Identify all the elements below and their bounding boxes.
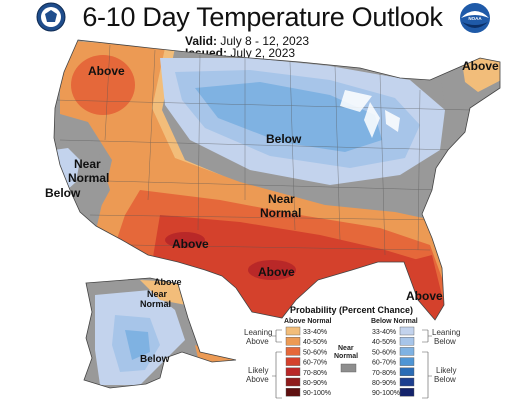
above-70-core bbox=[248, 260, 296, 280]
noaa-logo-icon: NOAA bbox=[460, 3, 490, 33]
legend-likely-below-1: Likely bbox=[436, 366, 456, 375]
legend-below-range-4: 70-80% bbox=[372, 370, 396, 377]
noaa-logo-text: NOAA bbox=[468, 16, 482, 21]
map-title: 6-10 Day Temperature Outlook bbox=[82, 2, 443, 32]
legend-below-range-2: 50-60% bbox=[372, 349, 396, 356]
legend-near-swatch bbox=[340, 363, 357, 373]
label-above-northeast: Above bbox=[462, 59, 499, 73]
label-near-central-1: Near bbox=[268, 192, 295, 206]
great-lakes-michigan bbox=[364, 102, 380, 138]
legend-above-swatch-0 bbox=[285, 326, 301, 336]
legend-above-swatch-3 bbox=[285, 357, 301, 366]
label-alaska-near-2: Normal bbox=[140, 299, 171, 309]
legend-near-header-2: Normal bbox=[334, 353, 358, 360]
legend-below-range-1: 40-50% bbox=[372, 339, 396, 346]
legend-above-range-3: 60-70% bbox=[303, 360, 327, 367]
legend-above-header: Above Normal bbox=[284, 318, 332, 325]
label-alaska-below: Below bbox=[140, 354, 170, 365]
legend-below-header: Below Normal bbox=[371, 318, 418, 325]
legend-near-header-1: Near bbox=[338, 345, 354, 352]
label-above-florida: Above bbox=[406, 289, 443, 303]
label-below-north: Below bbox=[266, 132, 302, 146]
legend-below-swatch-2 bbox=[399, 347, 415, 356]
legend-leaning-below-2: Below bbox=[434, 337, 456, 346]
issued-date-value: July 2, 2023 bbox=[230, 46, 296, 60]
label-above-south-2: Above bbox=[258, 265, 295, 279]
northeast-above-region bbox=[462, 52, 500, 92]
legend-below-swatch-1 bbox=[399, 337, 415, 346]
great-lakes-superior bbox=[340, 90, 372, 112]
legend-below-range-5: 80-90% bbox=[372, 380, 396, 387]
legend-above-swatch-4 bbox=[285, 367, 301, 376]
legend-above-range-0: 33-40% bbox=[303, 329, 327, 336]
legend-above-range-6: 90-100% bbox=[303, 390, 331, 397]
legend-below-range-3: 60-70% bbox=[372, 360, 396, 367]
label-above-northwest: Above bbox=[88, 64, 125, 78]
legend-above-swatch-1 bbox=[285, 337, 301, 346]
alaska-above-region bbox=[140, 280, 186, 305]
legend-above-range-2: 50-60% bbox=[303, 349, 327, 356]
valid-label: Valid: bbox=[185, 34, 218, 48]
valid-dates-value: July 8 - 12, 2023 bbox=[220, 34, 310, 48]
conus-outline bbox=[53, 39, 501, 321]
northwest-above-core bbox=[71, 55, 135, 115]
below-50-region bbox=[195, 82, 382, 152]
above-70-texas-core bbox=[165, 232, 205, 248]
label-below-west: Below bbox=[45, 186, 81, 200]
legend-below-swatch-4 bbox=[399, 367, 415, 376]
legend-below-swatch-6 bbox=[399, 388, 415, 397]
legend-title: Probability (Percent Chance) bbox=[290, 305, 413, 315]
legend-leaning-below-1: Leaning bbox=[432, 328, 460, 337]
alaska-outline bbox=[83, 277, 237, 389]
legend-above-range-1: 40-50% bbox=[303, 339, 327, 346]
legend-below-swatch-3 bbox=[399, 357, 415, 366]
legend-likely-below-2: Below bbox=[434, 375, 456, 384]
label-above-south-1: Above bbox=[172, 237, 209, 251]
valid-dates: Valid: July 8 - 12, 2023 bbox=[185, 34, 309, 48]
alaska-below-50-region bbox=[125, 330, 150, 360]
legend-below-range-0: 33-40% bbox=[372, 329, 396, 336]
legend-above-range-4: 70-80% bbox=[303, 370, 327, 377]
label-near-central-2: Normal bbox=[260, 206, 301, 220]
legend-above-swatch-6 bbox=[285, 388, 301, 397]
label-near-west-1: Near bbox=[74, 157, 101, 171]
great-lakes-huron bbox=[385, 110, 400, 132]
legend-below-swatch-0 bbox=[399, 326, 415, 336]
legend-below-swatch-5 bbox=[399, 377, 415, 387]
label-near-west-2: Normal bbox=[68, 171, 109, 185]
state-boundaries bbox=[54, 44, 471, 256]
legend: Probability (Percent Chance) Above Norma… bbox=[244, 305, 460, 399]
legend-above-swatch-5 bbox=[285, 377, 301, 387]
commerce-seal-icon bbox=[36, 2, 66, 32]
label-alaska-near-1: Near bbox=[147, 289, 168, 299]
legend-above-swatch-2 bbox=[285, 347, 301, 356]
legend-leaning-above-2: Above bbox=[246, 337, 269, 346]
legend-rows: 33-40% 33-40% 40-50% 40-50% 50-60% 50-60% 60-7… bbox=[285, 326, 415, 397]
legend-above-range-5: 80-90% bbox=[303, 380, 327, 387]
legend-leaning-above-1: Leaning bbox=[244, 328, 272, 337]
florida-above-region bbox=[405, 255, 448, 320]
legend-below-range-6: 90-100% bbox=[372, 390, 400, 397]
legend-likely-above-1: Likely bbox=[248, 366, 268, 375]
label-alaska-above: Above bbox=[154, 277, 182, 287]
legend-likely-above-2: Above bbox=[246, 375, 269, 384]
